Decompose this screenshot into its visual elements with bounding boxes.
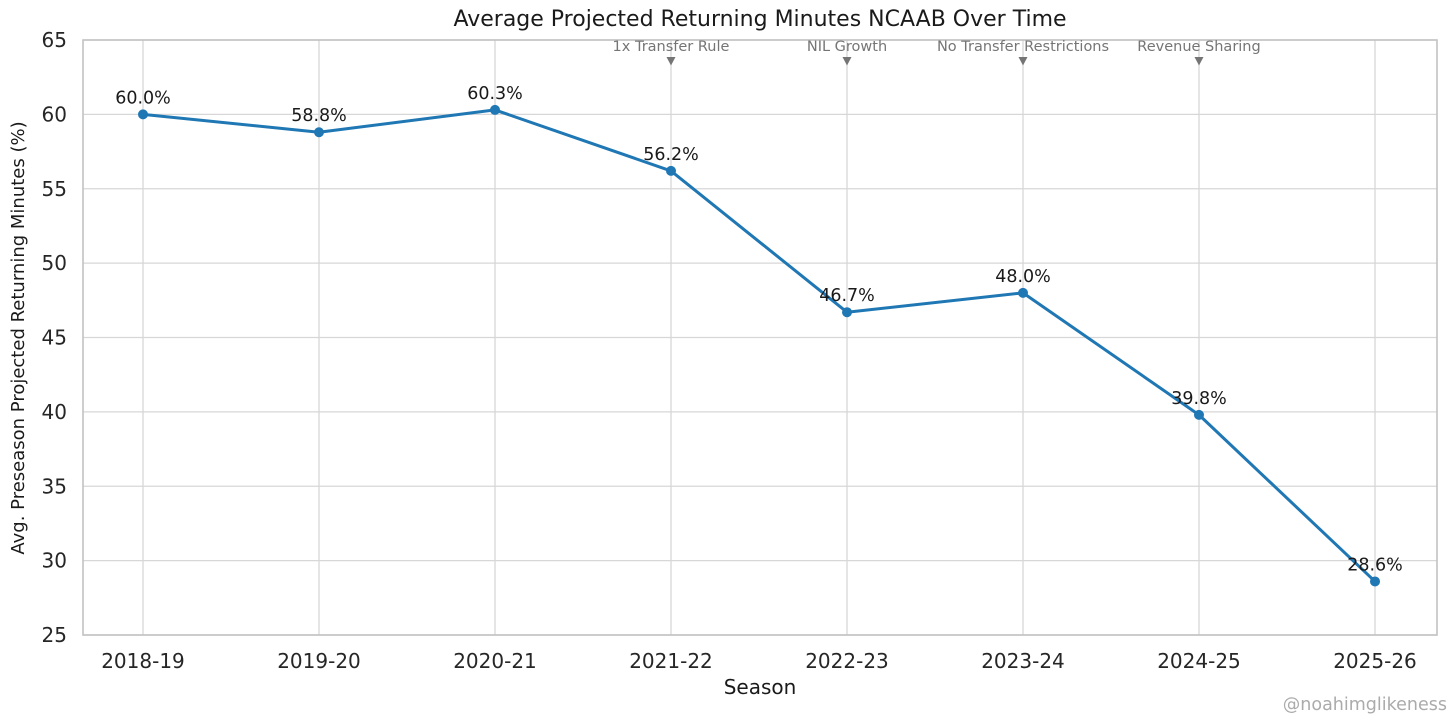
data-point — [1370, 576, 1380, 587]
annotation-label: Revenue Sharing — [1137, 39, 1260, 55]
data-point — [138, 109, 148, 120]
annotation-label: No Transfer Restrictions — [937, 39, 1109, 55]
x-tick-label: 2018-19 — [101, 649, 185, 673]
data-point-label: 56.2% — [643, 145, 699, 165]
y-tick-label: 40 — [42, 400, 67, 424]
chart-title: Average Projected Returning Minutes NCAA… — [453, 7, 1067, 32]
x-tick-label: 2019-20 — [277, 649, 361, 673]
data-point — [666, 165, 676, 176]
y-tick-label: 55 — [42, 177, 67, 201]
x-tick-label: 2024-25 — [1157, 649, 1241, 673]
data-point — [1018, 287, 1028, 298]
x-tick-label: 2023-24 — [981, 649, 1065, 673]
data-point — [842, 307, 852, 318]
data-point-label: 60.0% — [115, 88, 171, 108]
data-point — [314, 127, 324, 138]
y-tick-label: 30 — [42, 549, 67, 573]
y-tick-label: 25 — [42, 623, 67, 647]
data-point-label: 39.8% — [1171, 389, 1227, 409]
data-point-label: 46.7% — [819, 286, 875, 306]
x-tick-label: 2021-22 — [629, 649, 713, 673]
data-point-label: 60.3% — [467, 84, 523, 104]
data-line — [141, 108, 1377, 583]
y-axis-label: Avg. Preseason Projected Returning Minut… — [8, 121, 29, 555]
y-tick-label: 65 — [42, 28, 67, 52]
y-tick-label: 45 — [42, 326, 67, 350]
data-point-label: 58.8% — [291, 106, 347, 126]
data-point-label: 48.0% — [995, 267, 1051, 287]
watermark: @noahimglikeness — [1282, 695, 1447, 715]
annotation-arrow-down-icon — [842, 57, 852, 66]
x-tick-label: 2020-21 — [453, 649, 537, 673]
y-tick-label: 60 — [42, 102, 67, 126]
annotation-arrow-down-icon — [666, 57, 676, 66]
data-point-label: 28.6% — [1347, 555, 1403, 575]
data-point — [490, 104, 500, 115]
x-tick-label: 2025-26 — [1333, 649, 1417, 673]
plot-border — [82, 39, 1438, 636]
x-axis-label: Season — [723, 675, 797, 699]
annotation-label: 1x Transfer Rule — [613, 39, 730, 55]
annotation-arrow-down-icon — [1194, 57, 1204, 66]
x-tick-label: 2022-23 — [805, 649, 889, 673]
y-tick-label: 35 — [42, 474, 67, 498]
annotation-arrow-down-icon — [1018, 57, 1028, 66]
annotation-label: NIL Growth — [807, 39, 887, 55]
y-tick-label: 50 — [42, 251, 67, 275]
data-point — [1194, 409, 1204, 420]
